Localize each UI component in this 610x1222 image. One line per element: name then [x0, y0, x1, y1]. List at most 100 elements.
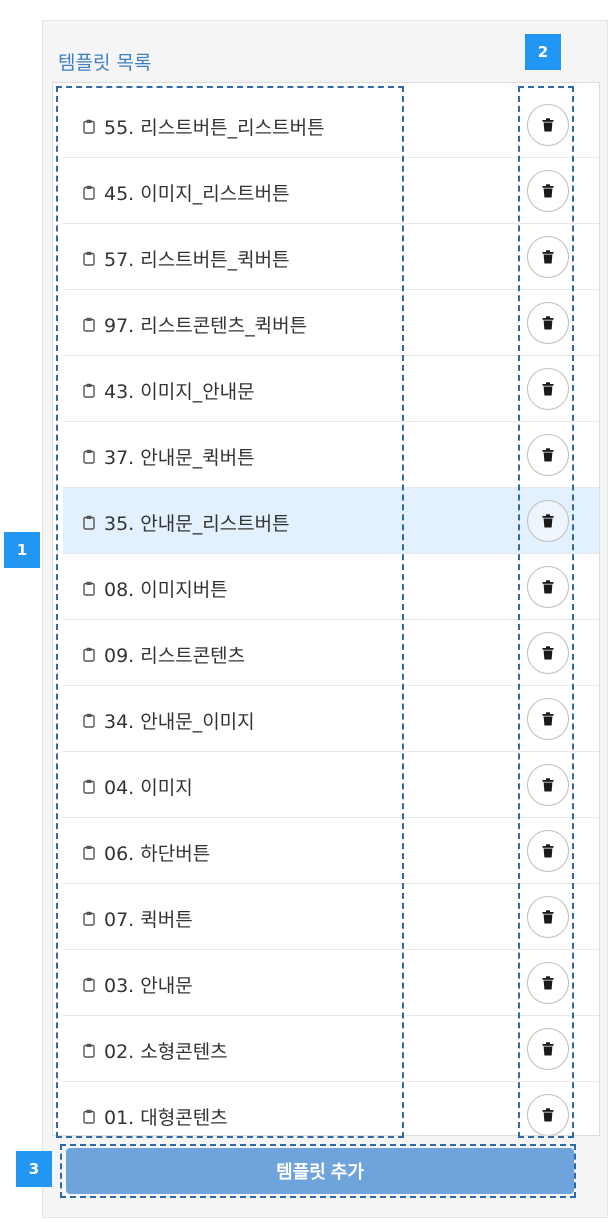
- template-row-label[interactable]: 34. 안내문_이미지: [83, 707, 255, 734]
- annotation-badge-1: 1: [4, 532, 40, 568]
- template-row-label[interactable]: 06. 하단버튼: [83, 839, 210, 866]
- clipboard-icon: [83, 1043, 95, 1058]
- delete-template-button[interactable]: [527, 104, 569, 146]
- trash-icon: [542, 448, 554, 462]
- clipboard-icon: [83, 449, 95, 464]
- template-row[interactable]: 57. 리스트버튼_퀵버튼: [63, 224, 599, 290]
- template-name: 35. 안내문_리스트버튼: [104, 513, 290, 535]
- trash-icon: [542, 844, 554, 858]
- annotation-badge-3: 3: [16, 1151, 52, 1187]
- template-row[interactable]: 04. 이미지: [63, 752, 599, 818]
- template-name: 06. 하단버튼: [104, 843, 211, 865]
- panel-title: 템플릿 목록: [58, 52, 152, 74]
- template-name: 57. 리스트버튼_퀵버튼: [104, 249, 290, 271]
- template-name: 97. 리스트콘텐츠_퀵버튼: [104, 315, 308, 337]
- template-row[interactable]: 97. 리스트콘텐츠_퀵버튼: [63, 290, 599, 356]
- delete-template-button[interactable]: [527, 1094, 569, 1135]
- template-row-label[interactable]: 43. 이미지_안내문: [83, 377, 255, 404]
- template-row-label[interactable]: 57. 리스트버튼_퀵버튼: [83, 245, 290, 272]
- delete-template-button[interactable]: [527, 566, 569, 608]
- template-row-label[interactable]: 55. 리스트버튼_리스트버튼: [83, 113, 325, 140]
- delete-template-button[interactable]: [527, 500, 569, 542]
- clipboard-icon: [83, 581, 95, 596]
- template-row[interactable]: 55. 리스트버튼_리스트버튼: [63, 92, 599, 158]
- clipboard-icon: [83, 779, 95, 794]
- template-name: 34. 안내문_이미지: [104, 711, 255, 733]
- template-name: 02. 소형콘텐츠: [104, 1041, 228, 1063]
- add-template-button[interactable]: 템플릿 추가: [66, 1148, 574, 1194]
- clipboard-icon: [83, 845, 95, 860]
- template-row[interactable]: 34. 안내문_이미지: [63, 686, 599, 752]
- template-row[interactable]: 09. 리스트콘텐츠: [63, 620, 599, 686]
- trash-icon: [542, 910, 554, 924]
- trash-icon: [542, 580, 554, 594]
- delete-template-button[interactable]: [527, 632, 569, 674]
- template-row[interactable]: 43. 이미지_안내문: [63, 356, 599, 422]
- annotation-badge-2: 2: [525, 34, 561, 70]
- trash-icon: [542, 316, 554, 330]
- clipboard-icon: [83, 317, 95, 332]
- template-row[interactable]: 03. 안내문: [63, 950, 599, 1016]
- template-name: 45. 이미지_리스트버튼: [104, 183, 290, 205]
- template-row[interactable]: 08. 이미지버튼: [63, 554, 599, 620]
- delete-template-button[interactable]: [527, 1028, 569, 1070]
- template-name: 09. 리스트콘텐츠: [104, 645, 246, 667]
- template-row[interactable]: 06. 하단버튼: [63, 818, 599, 884]
- template-name: 08. 이미지버튼: [104, 579, 228, 601]
- trash-icon: [542, 1108, 554, 1122]
- clipboard-icon: [83, 647, 95, 662]
- template-row[interactable]: 35. 안내문_리스트버튼: [63, 488, 599, 554]
- template-name: 55. 리스트버튼_리스트버튼: [104, 117, 325, 139]
- delete-template-button[interactable]: [527, 962, 569, 1004]
- trash-icon: [542, 1042, 554, 1056]
- trash-icon: [542, 712, 554, 726]
- delete-template-button[interactable]: [527, 368, 569, 410]
- delete-template-button[interactable]: [527, 302, 569, 344]
- template-name: 04. 이미지: [104, 777, 193, 799]
- delete-template-button[interactable]: [527, 698, 569, 740]
- delete-template-button[interactable]: [527, 236, 569, 278]
- template-name: 03. 안내문: [104, 975, 193, 997]
- template-row-label[interactable]: 01. 대형콘텐츠: [83, 1103, 228, 1130]
- template-row-label[interactable]: 07. 퀵버튼: [83, 905, 193, 932]
- clipboard-icon: [83, 1109, 95, 1124]
- template-row-label[interactable]: 03. 안내문: [83, 971, 193, 998]
- template-row[interactable]: 01. 대형콘텐츠: [63, 1082, 599, 1135]
- clipboard-icon: [83, 251, 95, 266]
- clipboard-icon: [83, 713, 95, 728]
- template-row-label[interactable]: 45. 이미지_리스트버튼: [83, 179, 290, 206]
- template-row[interactable]: 45. 이미지_리스트버튼: [63, 158, 599, 224]
- delete-template-button[interactable]: [527, 764, 569, 806]
- trash-icon: [542, 514, 554, 528]
- template-list: 55. 리스트버튼_리스트버튼 45. 이미지_리스트버튼 57. 리스트버튼_퀵버…: [52, 82, 600, 1136]
- template-row-label[interactable]: 37. 안내문_퀵버튼: [83, 443, 255, 470]
- template-name: 43. 이미지_안내문: [104, 381, 255, 403]
- template-row-label[interactable]: 35. 안내문_리스트버튼: [83, 509, 290, 536]
- delete-template-button[interactable]: [527, 896, 569, 938]
- clipboard-icon: [83, 515, 95, 530]
- template-row[interactable]: 37. 안내문_퀵버튼: [63, 422, 599, 488]
- template-row-label[interactable]: 04. 이미지: [83, 773, 193, 800]
- trash-icon: [542, 184, 554, 198]
- delete-template-button[interactable]: [527, 434, 569, 476]
- template-row[interactable]: 02. 소형콘텐츠: [63, 1016, 599, 1082]
- trash-icon: [542, 646, 554, 660]
- delete-template-button[interactable]: [527, 830, 569, 872]
- template-name: 37. 안내문_퀵버튼: [104, 447, 255, 469]
- clipboard-icon: [83, 185, 95, 200]
- trash-icon: [542, 118, 554, 132]
- template-row-label[interactable]: 08. 이미지버튼: [83, 575, 228, 602]
- template-row-label[interactable]: 97. 리스트콘텐츠_퀵버튼: [83, 311, 307, 338]
- trash-icon: [542, 778, 554, 792]
- template-row[interactable]: 07. 퀵버튼: [63, 884, 599, 950]
- template-name: 01. 대형콘텐츠: [104, 1107, 228, 1129]
- template-name: 07. 퀵버튼: [104, 909, 193, 931]
- trash-icon: [542, 382, 554, 396]
- delete-template-button[interactable]: [527, 170, 569, 212]
- clipboard-icon: [83, 383, 95, 398]
- template-row-label[interactable]: 02. 소형콘텐츠: [83, 1037, 228, 1064]
- template-row-label[interactable]: 09. 리스트콘텐츠: [83, 641, 245, 668]
- clipboard-icon: [83, 911, 95, 926]
- trash-icon: [542, 976, 554, 990]
- clipboard-icon: [83, 977, 95, 992]
